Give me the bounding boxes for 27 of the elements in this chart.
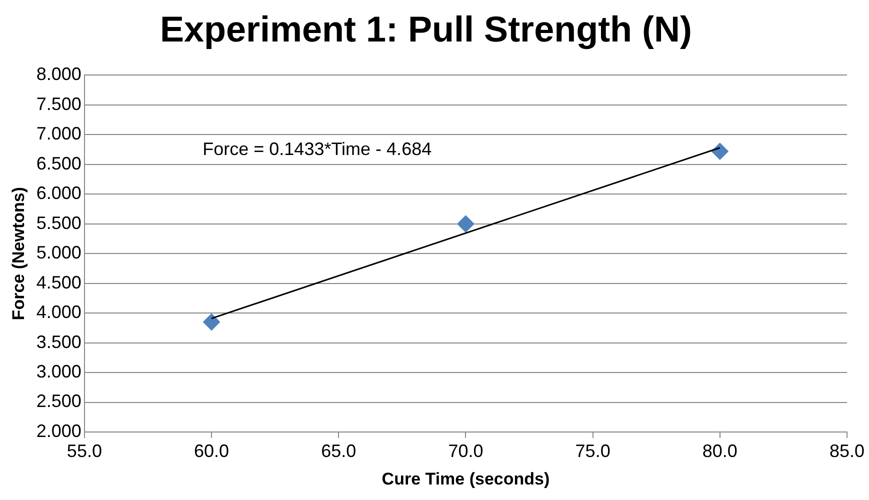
x-axis-title: Cure Time (seconds) xyxy=(382,469,550,488)
x-tick-label: 85.0 xyxy=(829,440,865,461)
x-tick-label: 75.0 xyxy=(575,440,610,461)
y-axis-title: Force (Newtons) xyxy=(8,187,28,320)
y-tick-label: 5.500 xyxy=(36,212,82,233)
y-tick-label: 6.500 xyxy=(36,153,82,174)
y-tick-label: 7.000 xyxy=(36,124,82,144)
point xyxy=(203,313,220,330)
x-tick-label: 70.0 xyxy=(448,440,484,461)
point xyxy=(457,215,474,232)
y-tick-label: 4.500 xyxy=(36,272,82,292)
point xyxy=(711,142,728,160)
y-tick-label: 3.000 xyxy=(36,362,82,382)
x-tick-label: 60.0 xyxy=(194,440,230,461)
y-tick-label: 2.000 xyxy=(36,420,82,441)
y-tick-label: 8.000 xyxy=(36,64,82,84)
y-tick-label: 5.000 xyxy=(36,242,82,263)
x-tick-label: 55.0 xyxy=(66,440,102,461)
y-tick-label: 2.500 xyxy=(36,391,82,412)
annotation: Force = 0.1433*Time - 4.684 xyxy=(202,139,432,160)
chart-title: Experiment 1: Pull Strength (N) xyxy=(160,8,692,50)
x-tick-label: 80.0 xyxy=(702,440,738,461)
y-tick-label: 4.000 xyxy=(36,302,82,322)
y-tick-label: 6.000 xyxy=(36,183,82,204)
x-tick-label: 65.0 xyxy=(321,440,356,461)
y-tick-label: 7.500 xyxy=(36,94,82,114)
y-tick-label: 3.500 xyxy=(36,332,82,352)
